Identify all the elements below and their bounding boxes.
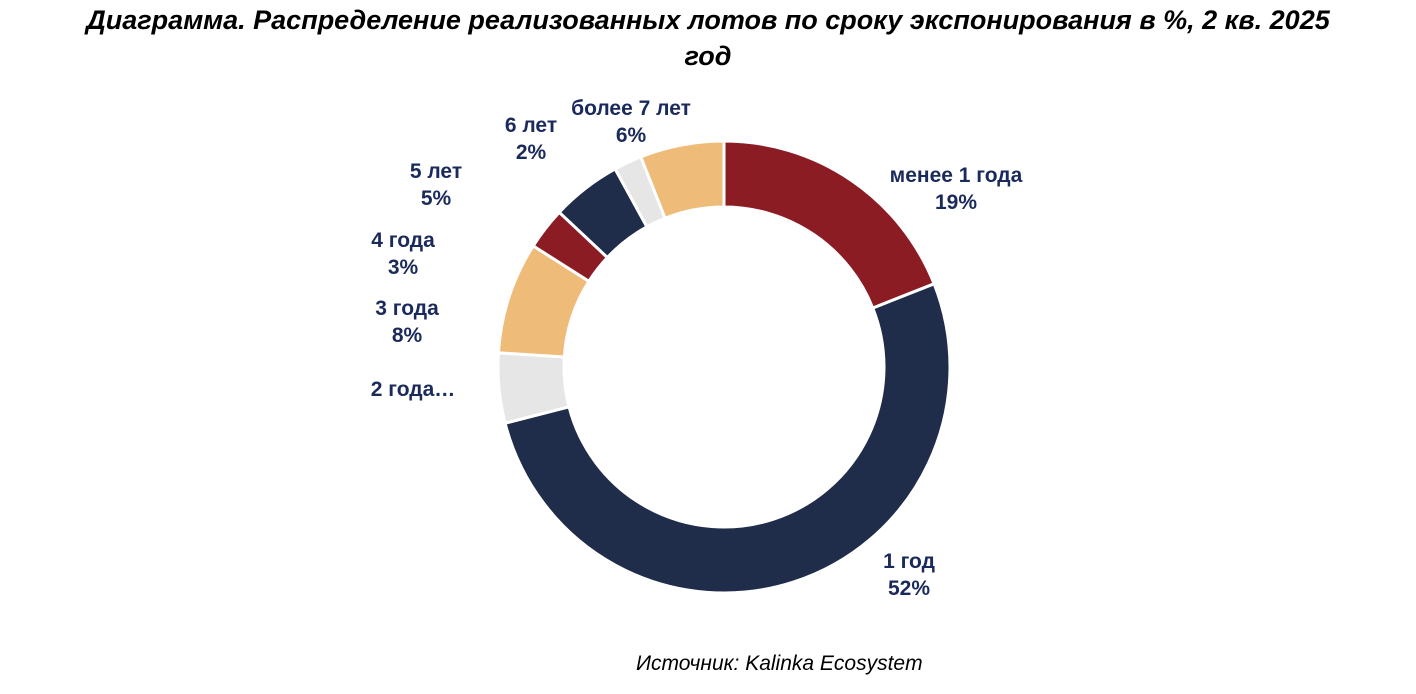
slice-labels: менее 1 года 19% 1 год 52% 2 года… 3 года 8% 4 … <box>371 97 1023 600</box>
slice-value-7: 2% <box>516 141 547 164</box>
slice-label-8: более 7 лет 6% <box>571 97 691 147</box>
slice-label-5: 4 года 3% <box>371 229 435 279</box>
slice-label-2: 1 год 52% <box>883 550 935 600</box>
slice-value-1: 19% <box>935 191 977 214</box>
slice-8 <box>638 139 726 221</box>
slice-value-4: 8% <box>392 324 423 347</box>
source-note: Источник: Kalinka Ecosystem <box>636 652 923 675</box>
slice-value-8: 6% <box>616 124 647 147</box>
slice-category-5: 4 года <box>371 229 435 252</box>
slice-value-6: 5% <box>421 187 452 210</box>
slice-category-8: более 7 лет <box>571 97 691 120</box>
slice-label-7: 6 лет 2% <box>505 114 557 164</box>
slice-category-7: 6 лет <box>505 114 557 137</box>
slice-category-4: 3 года <box>375 297 439 320</box>
donut-slices <box>496 139 952 595</box>
slice-category-1: менее 1 года <box>890 164 1023 187</box>
slice-category-2: 1 год <box>883 550 935 573</box>
slice-label-4: 3 года 8% <box>375 297 439 347</box>
slice-value-5: 3% <box>388 256 419 279</box>
slice-category-6: 5 лет <box>410 160 462 183</box>
chart-title: Диаграмма. Распределение реализованных л… <box>86 5 1330 71</box>
slice-category-3: 2 года… <box>371 378 456 401</box>
slice-label-3: 2 года… <box>371 378 456 401</box>
slice-2 <box>503 281 952 595</box>
slice-label-1: менее 1 года 19% <box>890 164 1023 214</box>
slice-value-2: 52% <box>888 577 930 600</box>
slice-label-6: 5 лет 5% <box>410 160 462 210</box>
